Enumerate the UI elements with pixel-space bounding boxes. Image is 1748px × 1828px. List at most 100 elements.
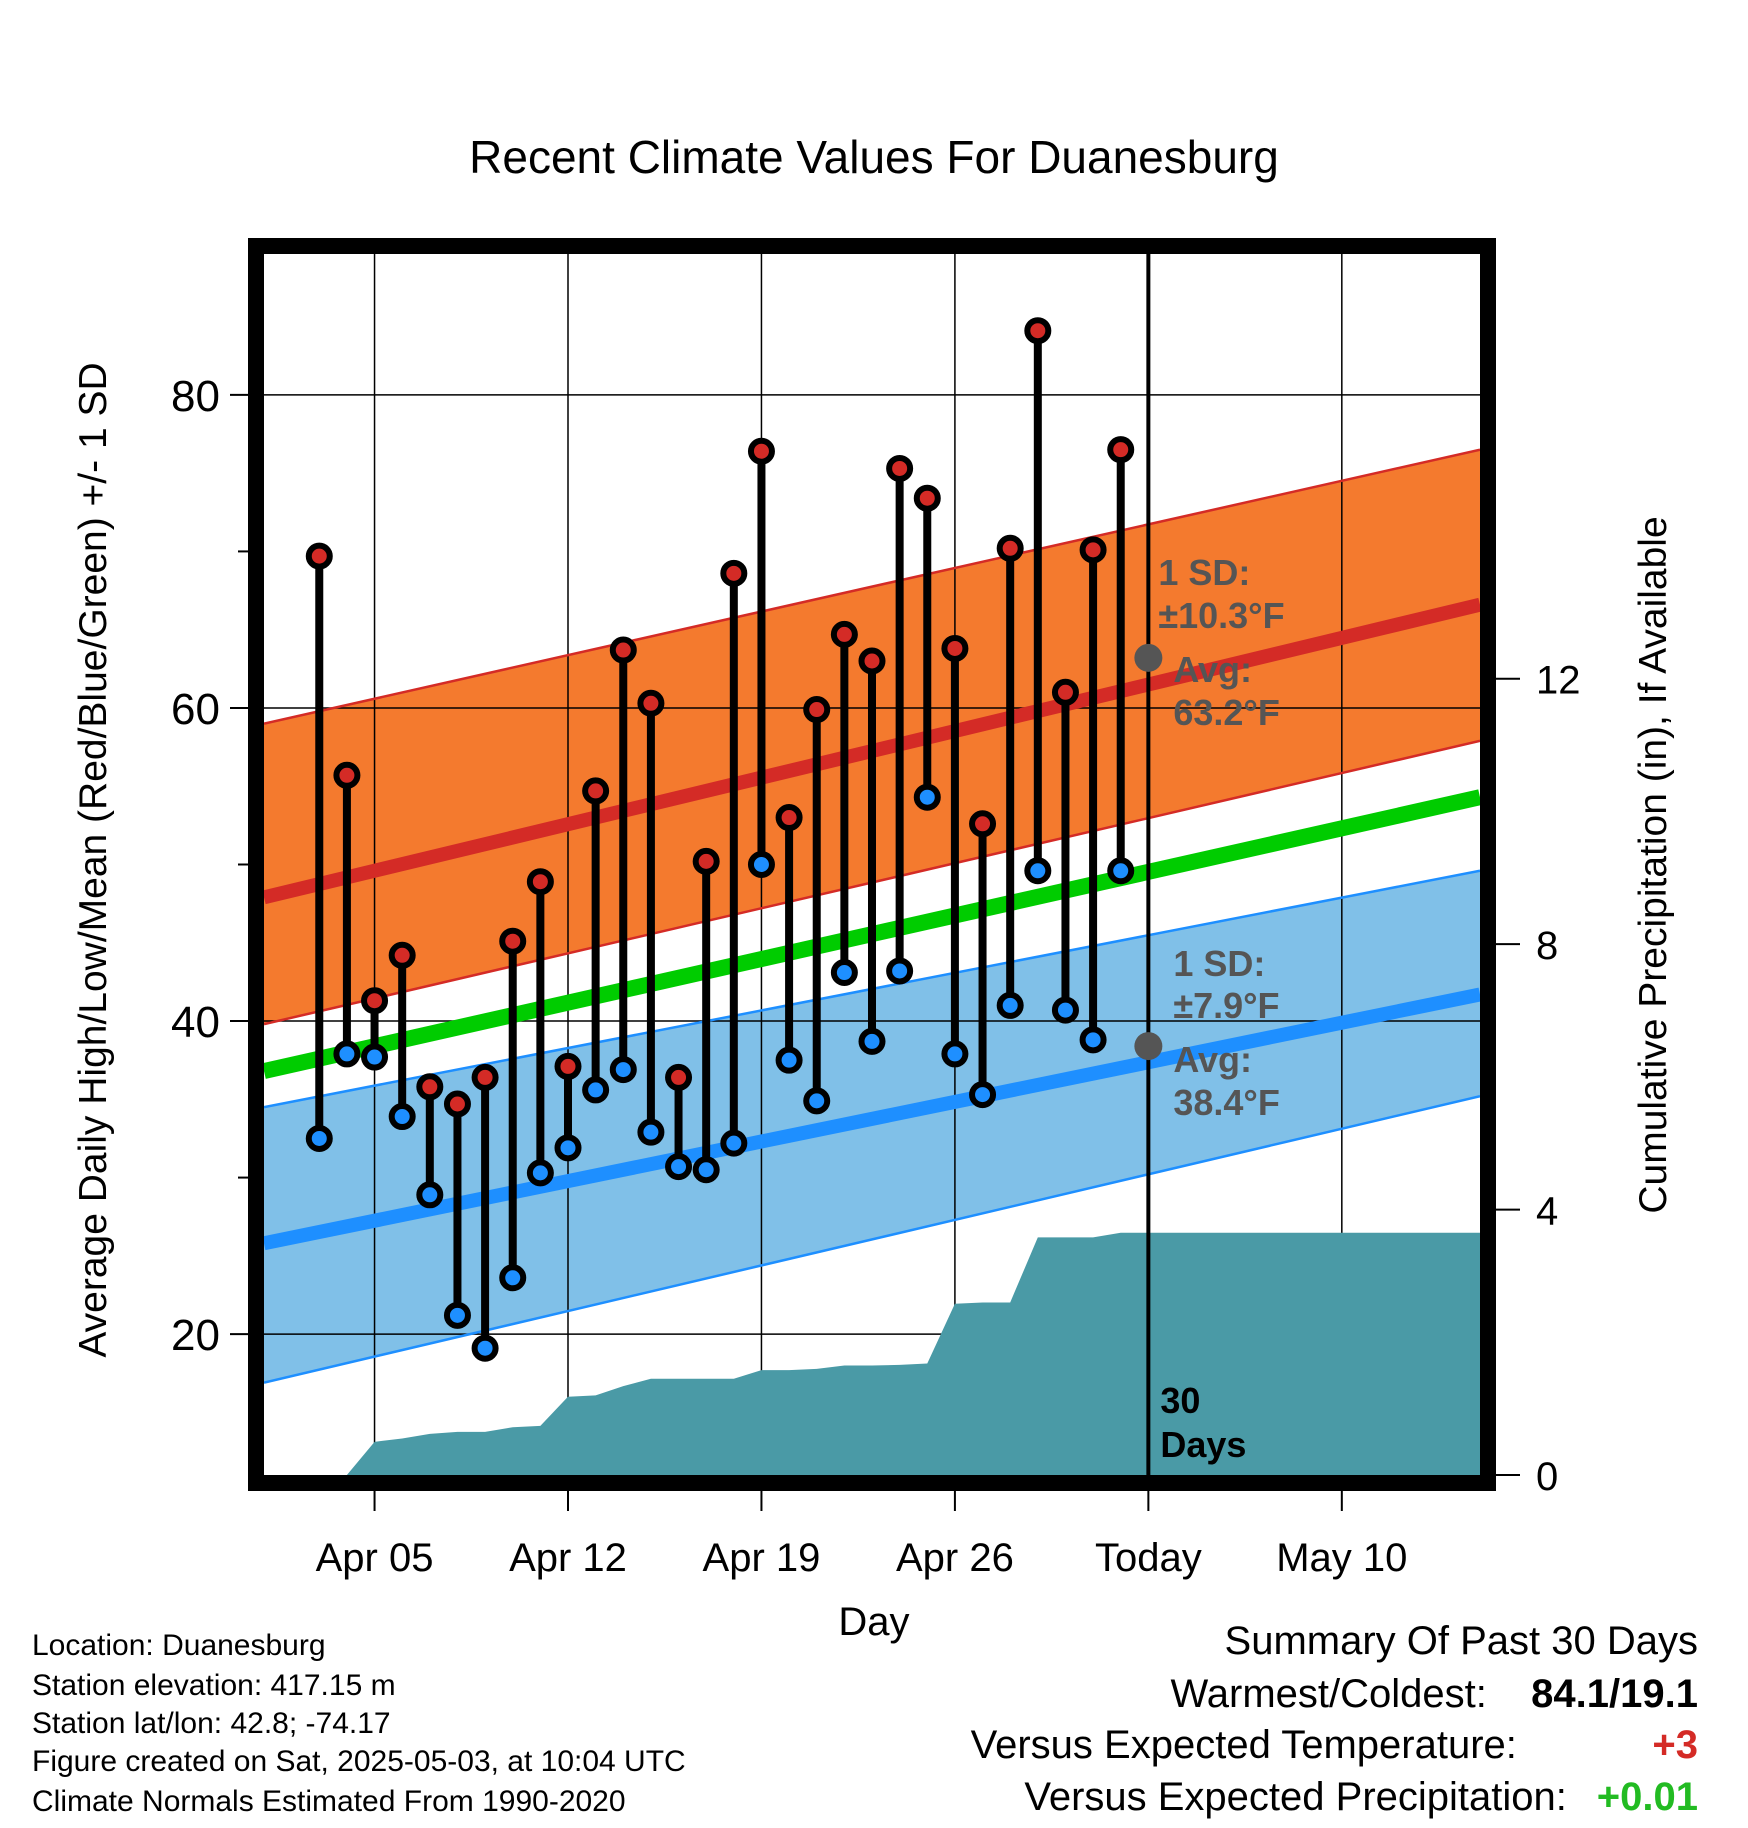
high-marker-2025-04-04	[333, 761, 361, 789]
info-created: Figure created on Sat, 2025-05-03, at 10…	[32, 1745, 686, 1778]
precip-area	[264, 1232, 1480, 1475]
high-marker-2025-04-07	[416, 1073, 444, 1101]
x-tick-label-2025-04-19: Apr 19	[703, 1536, 821, 1580]
low-marker-2025-04-10	[499, 1264, 527, 1292]
low-marker-2025-05-01	[1079, 1026, 1107, 1054]
high-marker-2025-04-12	[554, 1052, 582, 1080]
x-tick-label-2025-05-10: May 10	[1276, 1536, 1407, 1580]
high-marker-2025-04-10	[499, 927, 527, 955]
low-marker-2025-04-23	[858, 1027, 886, 1055]
summary-precip-value: +0.01	[1596, 1775, 1698, 1819]
low-marker-2025-04-27	[969, 1081, 997, 1109]
low-lower-line	[264, 1094, 1480, 1384]
summary-precipitation: Versus Expected Precipitation: +0.01	[1024, 1775, 1698, 1820]
high-marker-2025-04-09	[471, 1063, 499, 1091]
x-tick-label-2025-04-26: Apr 26	[896, 1536, 1014, 1580]
low-marker-2025-04-05	[361, 1043, 389, 1071]
high-marker-2025-04-23	[858, 647, 886, 675]
high-marker-2025-04-15	[637, 689, 665, 717]
plot-border	[248, 238, 1496, 1491]
high-upper-line	[264, 448, 1480, 725]
low-sd-value: ±7.9°F	[1173, 985, 1279, 1026]
today-low-average-dot	[1134, 1032, 1163, 1061]
low-marker-2025-04-28	[996, 991, 1024, 1019]
low-marker-2025-04-14	[609, 1056, 637, 1084]
high-avg-label: Avg:	[1173, 649, 1252, 690]
low-marker-2025-04-19	[747, 851, 775, 878]
low-avg-value: 38.4°F	[1173, 1082, 1279, 1123]
low-marker-2025-04-20	[775, 1046, 803, 1074]
low-marker-2025-04-15	[637, 1118, 665, 1146]
high-marker-2025-04-14	[609, 636, 637, 664]
today-high-average-dot	[1134, 643, 1163, 672]
summary-temperature: Versus Expected Temperature: +3	[971, 1723, 1698, 1768]
high-marker-2025-04-27	[969, 810, 997, 838]
low-marker-2025-04-30	[1051, 996, 1079, 1024]
high-sd-label: 1 SD:	[1158, 552, 1250, 593]
low-marker-2025-04-16	[665, 1153, 693, 1181]
summary-warm-cold-value: 84.1/19.1	[1531, 1672, 1698, 1716]
low-marker-2025-04-26	[941, 1040, 969, 1068]
high-marker-2025-04-22	[830, 620, 858, 648]
high-marker-2025-04-13	[582, 777, 610, 805]
info-elevation: Station elevation: 417.15 m	[32, 1669, 396, 1702]
y-axis-label-left: Average Daily High/Low/Mean (Red/Blue/Gr…	[72, 362, 115, 1357]
y-right-tick-label-12: 12	[1536, 659, 1581, 703]
low-avg-label: Avg:	[1173, 1039, 1252, 1080]
summary-temp-label: Versus Expected Temperature:	[970, 1723, 1517, 1767]
summary-precip-label: Versus Expected Precipitation:	[1024, 1775, 1567, 1819]
high-avg-value: 63.2°F	[1173, 692, 1279, 733]
high-marker-2025-04-17	[692, 847, 720, 875]
y-left-tick-label-60: 60	[171, 685, 220, 734]
info-latlon: Station lat/lon: 42.8; -74.17	[32, 1707, 391, 1740]
y-right-tick-label-4: 4	[1536, 1190, 1558, 1234]
high-marker-2025-05-02	[1107, 436, 1135, 464]
low-marker-2025-04-12	[554, 1134, 582, 1162]
low-marker-2025-04-13	[582, 1076, 610, 1104]
low-marker-2025-04-24	[886, 957, 914, 985]
low-marker-2025-04-17	[692, 1156, 720, 1184]
low-marker-2025-04-21	[803, 1087, 831, 1115]
low-marker-2025-04-04	[333, 1040, 361, 1068]
high-marker-2025-04-08	[443, 1090, 471, 1118]
low-sd-label: 1 SD:	[1173, 943, 1265, 984]
low-marker-2025-04-29	[1024, 857, 1052, 885]
low-marker-2025-04-22	[830, 959, 858, 987]
high-marker-2025-04-24	[886, 454, 914, 482]
high-marker-2025-04-03	[305, 542, 333, 570]
x-tick-label-2025-04-12: Apr 12	[509, 1536, 627, 1580]
summary-title: Summary Of Past 30 Days	[1224, 1619, 1698, 1663]
high-marker-2025-04-28	[996, 534, 1024, 562]
summary-temp-value: +3	[1652, 1723, 1698, 1767]
x-axis-label: Day	[838, 1600, 909, 1644]
low-marker-2025-04-07	[416, 1181, 444, 1209]
low-marker-2025-04-06	[388, 1103, 416, 1131]
y-right-tick-label-0: 0	[1536, 1455, 1558, 1499]
low-marker-2025-04-09	[471, 1334, 499, 1362]
high-marker-2025-04-11	[526, 868, 554, 896]
high-marker-2025-04-26	[941, 634, 969, 662]
days-count-number: 30	[1160, 1380, 1200, 1421]
high-marker-2025-04-20	[775, 804, 803, 832]
low-marker-2025-04-18	[720, 1129, 748, 1157]
low-marker-2025-04-25	[913, 783, 941, 811]
precip-cumulative-area	[264, 1232, 1480, 1475]
y-left-tick-label-20: 20	[171, 1311, 220, 1360]
axes: Apr 05 Apr 12 Apr 19 Apr 26 Today May 10 20 4 0 6…	[171, 372, 1580, 1580]
high-marker-2025-04-18	[720, 559, 748, 587]
high-sd-value: ±10.3°F	[1158, 595, 1284, 636]
high-marker-2025-04-16	[665, 1063, 693, 1091]
high-marker-2025-05-01	[1079, 536, 1107, 564]
info-location: Location: Duanesburg	[32, 1629, 326, 1662]
low-marker-2025-04-03	[305, 1124, 333, 1152]
y-left-tick-label-80: 80	[171, 372, 220, 421]
x-tick-label-2025-04-05: Apr 05	[316, 1536, 434, 1580]
high-marker-2025-04-19	[747, 437, 775, 465]
days-count-label: Days	[1160, 1424, 1246, 1465]
high-marker-2025-04-06	[388, 941, 416, 969]
plot-frame	[248, 238, 1496, 1491]
chart-title: Recent Climate Values For Duanesburg	[469, 131, 1279, 183]
x-tick-label-2025-05-03: Today	[1095, 1536, 1202, 1580]
